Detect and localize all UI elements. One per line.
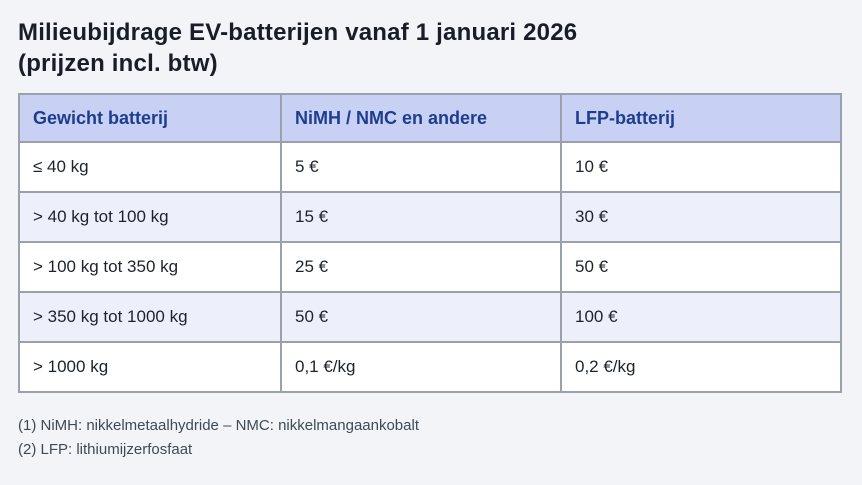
weight-cell: > 40 kg tot 100 kg xyxy=(18,191,282,243)
page: Milieubijdrage EV-batterijen vanaf 1 jan… xyxy=(18,17,842,462)
weight-cell: > 100 kg tot 350 kg xyxy=(18,241,282,293)
table-row: ≤ 40 kg 5 € 10 € xyxy=(18,141,842,193)
lfp-price-cell: 100 € xyxy=(560,291,842,343)
weight-cell: > 350 kg tot 1000 kg xyxy=(18,291,282,343)
table-header-row: Gewicht batterij NiMH / NMC en andere LF… xyxy=(18,93,842,143)
nimh-nmc-price-cell: 15 € xyxy=(280,191,562,243)
column-header-gewicht-batterij: Gewicht batterij xyxy=(18,93,282,143)
table-row: > 100 kg tot 350 kg 25 € 50 € xyxy=(18,241,842,293)
column-header-lfp: LFP-batterij xyxy=(560,93,842,143)
table-row: > 1000 kg 0,1 €/kg 0,2 €/kg xyxy=(18,341,842,393)
lfp-price-cell: 10 € xyxy=(560,141,842,193)
footnote-nimh-nmc: (1) NiMH: nikkelmetaalhydride – NMC: nik… xyxy=(18,417,419,434)
lfp-price-cell: 0,2 €/kg xyxy=(560,341,842,393)
lfp-price-cell: 50 € xyxy=(560,241,842,293)
footnotes: (1) NiMH: nikkelmetaalhydride – NMC: nik… xyxy=(18,414,840,462)
column-header-nimh-nmc: NiMH / NMC en andere xyxy=(280,93,562,143)
footnote-lfp: (2) LFP: lithiumijzerfosfaat xyxy=(18,441,193,458)
weight-cell: ≤ 40 kg xyxy=(18,141,282,193)
nimh-nmc-price-cell: 0,1 €/kg xyxy=(280,341,562,393)
table-row: > 40 kg tot 100 kg 15 € 30 € xyxy=(18,191,842,243)
page-title-line1: Milieubijdrage EV-batterijen vanaf 1 jan… xyxy=(18,19,578,46)
nimh-nmc-price-cell: 50 € xyxy=(280,291,562,343)
page-title: Milieubijdrage EV-batterijen vanaf 1 jan… xyxy=(18,17,840,79)
nimh-nmc-price-cell: 25 € xyxy=(280,241,562,293)
table-row: > 350 kg tot 1000 kg 50 € 100 € xyxy=(18,291,842,343)
lfp-price-cell: 30 € xyxy=(560,191,842,243)
page-title-line2: (prijzen incl. btw) xyxy=(18,50,218,77)
battery-contribution-table: Gewicht batterij NiMH / NMC en andere LF… xyxy=(18,93,842,393)
nimh-nmc-price-cell: 5 € xyxy=(280,141,562,193)
weight-cell: > 1000 kg xyxy=(18,341,282,393)
